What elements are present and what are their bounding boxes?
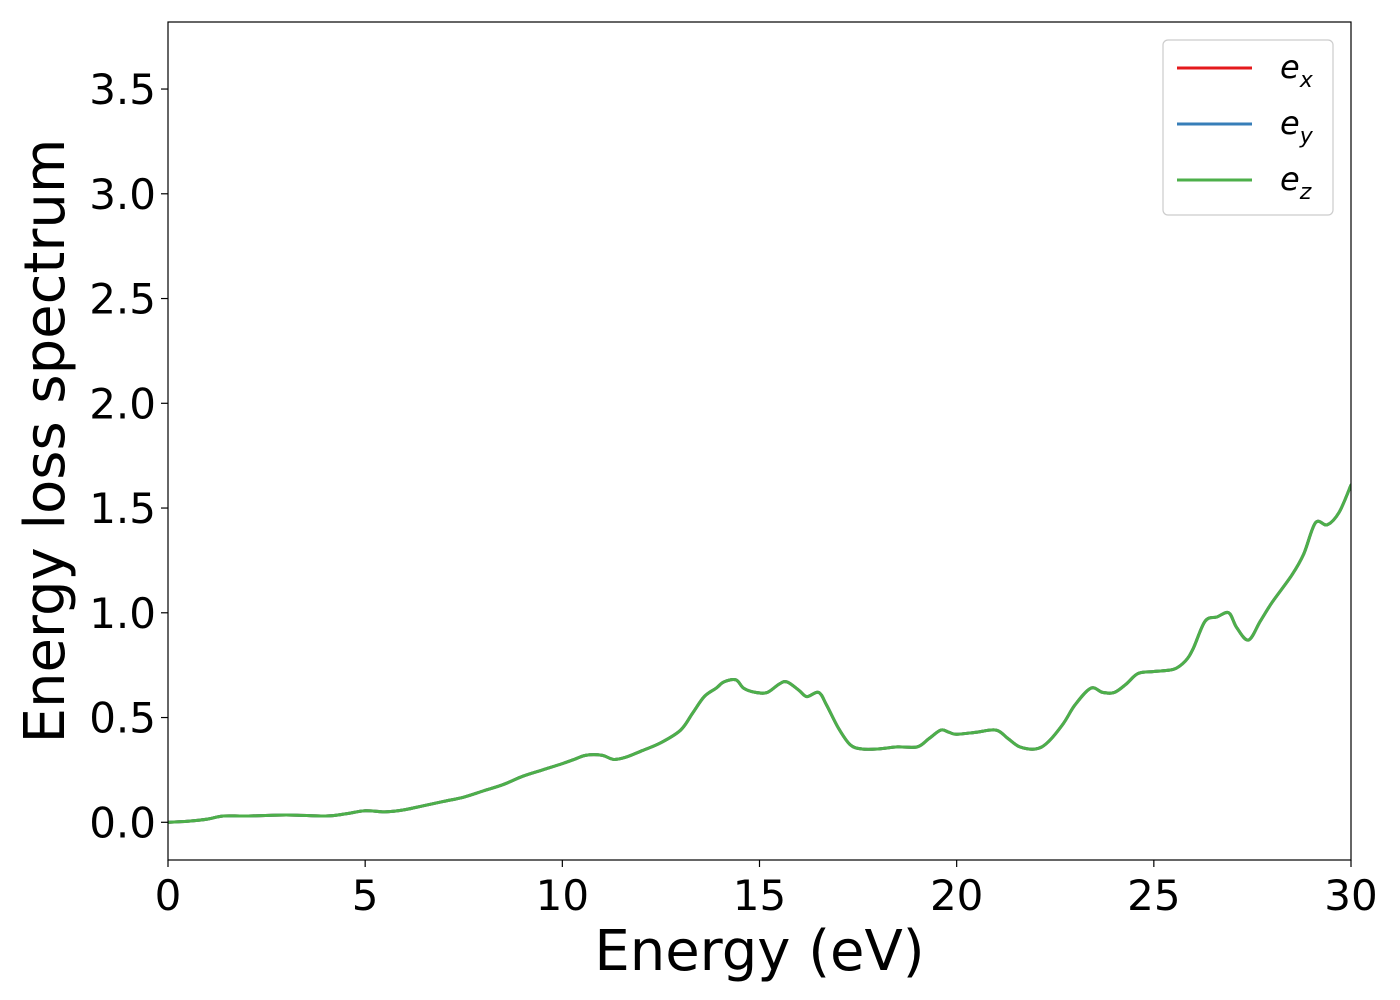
y-axis: 0.0 0.5 1.0 1.5 2.0 2.5 3.0 3.5: [89, 65, 168, 847]
y-tick-label: 0.5: [89, 694, 156, 743]
y-tick-label: 2.0: [89, 379, 156, 428]
x-tick-label: 0: [155, 871, 182, 920]
y-tick-label: 3.0: [89, 170, 156, 219]
series-line-e-x: [168, 483, 1351, 824]
series-line-e-y: [168, 483, 1351, 824]
y-axis-title: Energy loss spectrum: [13, 139, 78, 744]
x-tick-label: 15: [733, 871, 786, 920]
y-tick-label: 0.0: [89, 798, 156, 847]
legend-box: [1162, 39, 1334, 216]
legend-label-ex: ex: [1280, 48, 1314, 93]
x-tick-label: 5: [352, 871, 379, 920]
y-tick-label: 1.5: [89, 484, 156, 533]
series-line-e-z: [168, 483, 1351, 824]
x-tick-label: 30: [1324, 871, 1377, 920]
x-axis: 0 5 10 15 20 25 30: [155, 860, 1378, 920]
y-tick-label: 1.0: [89, 589, 156, 638]
y-tick-label: 3.5: [89, 65, 156, 114]
legend-label-ey: ey: [1280, 104, 1314, 149]
x-tick-label: 20: [930, 871, 983, 920]
legend-label-ez: ez: [1280, 160, 1312, 205]
x-tick-label: 25: [1127, 871, 1180, 920]
y-tick-label: 2.5: [89, 275, 156, 324]
legend: ex ey ez: [1162, 39, 1334, 216]
series-layer: [168, 483, 1351, 824]
x-tick-label: 10: [536, 871, 589, 920]
x-axis-title: Energy (eV): [594, 919, 924, 984]
